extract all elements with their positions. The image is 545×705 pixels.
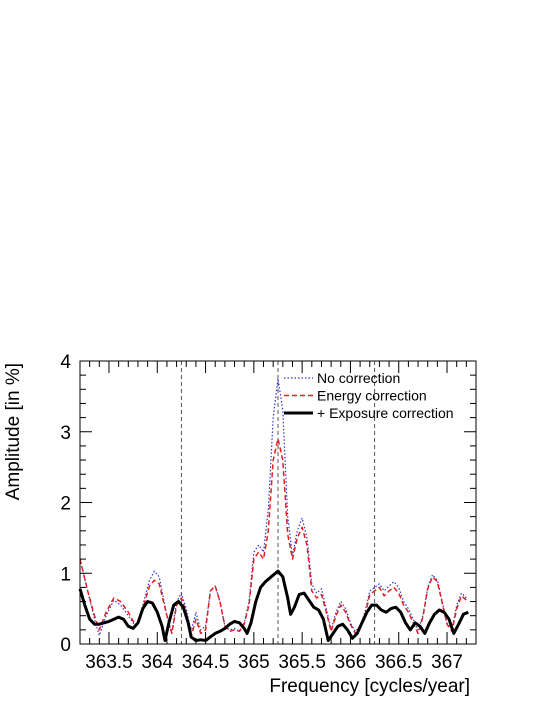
x-tick-label: 363.5 <box>85 652 133 673</box>
x-axis-title: Frequency [cycles/year] <box>269 676 470 697</box>
y-tick-labels: 0 1 2 3 4 <box>60 352 71 656</box>
y-tick-label: 0 <box>60 635 71 656</box>
x-tick-label: 366.5 <box>375 652 423 673</box>
x-tick-label: 367 <box>431 652 463 673</box>
x-tick-label: 365.5 <box>278 652 326 673</box>
x-tick-label: 365 <box>238 652 270 673</box>
legend-label-0: No correction <box>317 370 400 386</box>
legend-label-2: + Exposure correction <box>317 405 454 421</box>
series-line-2 <box>78 569 469 642</box>
legend: No correction Energy correction+ Exposure… <box>284 370 454 421</box>
axis-ticks <box>79 360 477 645</box>
x-tick-label: 364.5 <box>182 652 230 673</box>
series-line-0 <box>79 378 467 637</box>
y-tick-label: 2 <box>60 494 71 515</box>
y-axis-title: Amplitude [in %] <box>3 363 24 500</box>
x-tick-label: 366 <box>335 652 367 673</box>
vertical-reference-lines <box>180 361 376 644</box>
x-tick-labels: 363.5 364 364.5 365 365.5 366 366.5 367 <box>85 652 463 673</box>
series-layer <box>78 378 469 642</box>
y-tick-label: 3 <box>60 423 71 444</box>
x-tick-label: 364 <box>141 652 173 673</box>
y-tick-label: 1 <box>60 564 71 585</box>
series-line-1 <box>79 438 467 638</box>
legend-label-1: Energy correction <box>317 388 427 404</box>
y-tick-label: 4 <box>60 352 71 373</box>
